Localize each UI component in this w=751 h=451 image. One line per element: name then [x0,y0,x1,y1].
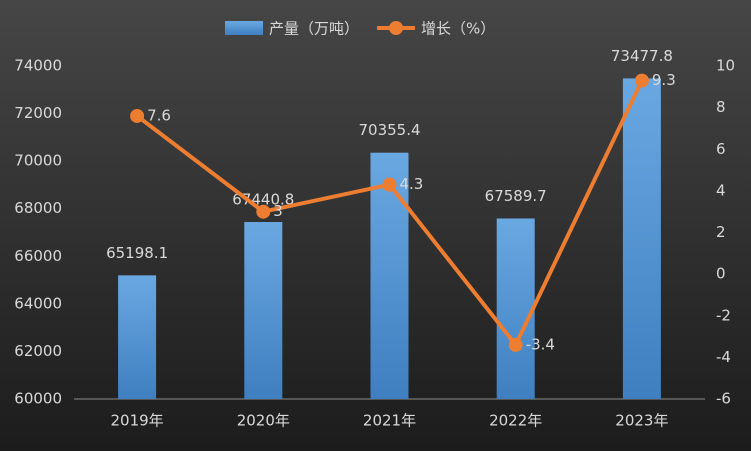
line-value-label: 7.6 [147,106,171,124]
y-tick-label: 66000 [14,247,62,265]
bar [118,275,157,399]
line-value-label: 4.3 [400,175,424,193]
legend-swatch [225,21,263,35]
line-value-label: 9.3 [652,71,676,89]
y2-tick-label: 10 [716,57,735,75]
bar-value-label: 67589.7 [485,187,547,205]
line-point [256,204,271,219]
y-tick-label: 72000 [14,104,62,122]
y-tick-label: 62000 [14,342,62,360]
y-tick-label: 70000 [14,152,62,170]
legend-label: 产量（万吨） [269,20,359,38]
y2-tick-label: 4 [716,181,726,199]
line-value-label: 3 [273,202,283,220]
bar-value-label: 70355.4 [358,121,420,139]
x-tick-label: 2019年 [111,412,164,430]
bar [244,222,283,399]
bar-value-label: 73477.8 [611,47,673,65]
bar-value-label: 67440.8 [232,191,294,209]
y2-tick-label: 2 [716,223,726,241]
legend-marker [389,21,404,35]
y-tick-label: 68000 [14,199,62,217]
y2-tick-label: 8 [716,98,726,116]
y2-tick-label: 6 [716,140,726,158]
line-point [130,108,145,123]
bar [622,78,661,399]
bar-value-label: 65198.1 [106,244,168,262]
bar [496,218,535,399]
legend-label: 增长（%） [421,20,495,38]
line-value-label: -3.4 [526,335,555,353]
y2-tick-label: -4 [716,348,731,366]
x-tick-label: 2022年 [489,412,542,430]
x-tick-label: 2023年 [615,412,668,430]
line-point [634,73,649,88]
y2-tick-label: -6 [716,390,731,408]
line-point [382,177,397,192]
y2-tick-label: -2 [716,306,731,324]
line-point [508,337,523,352]
x-tick-label: 2021年 [363,412,416,430]
y-tick-label: 74000 [14,57,62,75]
x-tick-label: 2020年 [237,412,290,430]
bar [370,152,409,399]
y-tick-label: 64000 [14,294,62,312]
y-tick-label: 60000 [14,390,62,408]
y2-tick-label: 0 [716,265,726,283]
